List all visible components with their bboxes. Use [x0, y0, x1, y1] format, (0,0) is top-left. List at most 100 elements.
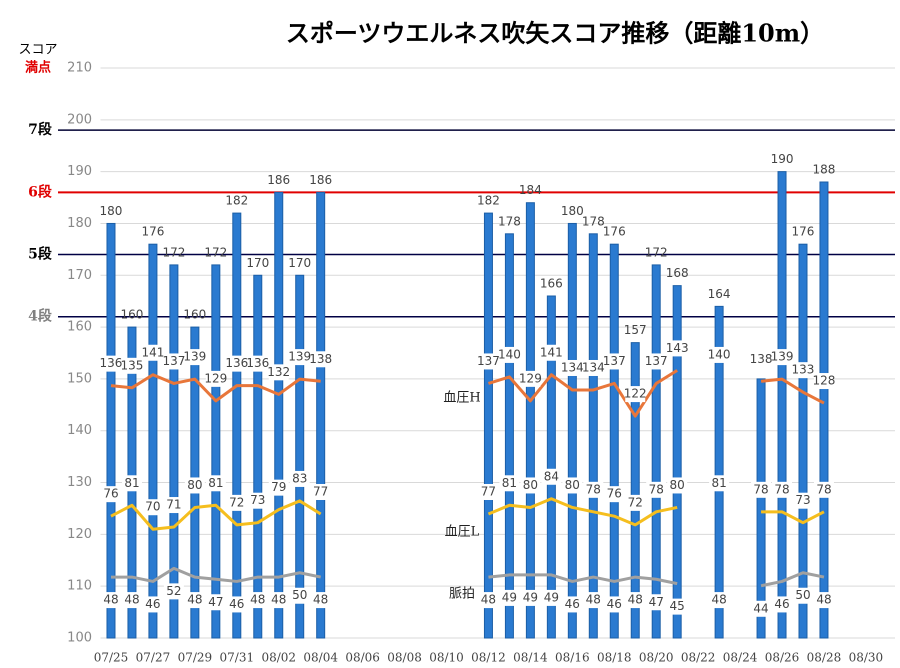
value-label: 160: [121, 308, 144, 322]
x-tick-label: 08/10: [429, 651, 464, 665]
y-tick-label: 140: [67, 423, 92, 438]
value-label: 172: [204, 245, 227, 259]
label-box: [541, 589, 562, 606]
bar: [274, 191, 284, 639]
value-label: 168: [666, 266, 689, 280]
label-box: [562, 477, 583, 494]
value-label: 140: [498, 347, 521, 361]
value-label: 45: [670, 599, 685, 613]
value-label: 129: [204, 371, 227, 385]
y-tick-label: 190: [67, 164, 92, 179]
label-box: [121, 592, 142, 609]
value-label: 84: [544, 469, 559, 483]
x-tick-label: 08/08: [387, 651, 422, 665]
value-label: 180: [561, 204, 584, 218]
label-box: [772, 481, 793, 498]
value-label: 79: [271, 480, 286, 494]
label-box: [583, 592, 604, 609]
x-tick-label: 08/28: [807, 651, 842, 665]
value-label: 78: [649, 482, 664, 496]
label-box: [583, 481, 604, 498]
series-label: 血圧H: [443, 391, 480, 406]
label-box: [583, 359, 604, 376]
bar: [253, 274, 263, 639]
value-label: 134: [561, 360, 584, 374]
value-label: 172: [162, 245, 185, 259]
value-label: 136: [246, 356, 269, 370]
label-box: [163, 583, 184, 600]
label-box: [142, 344, 163, 361]
value-label: 137: [477, 354, 500, 368]
value-label: 182: [225, 194, 248, 208]
bar: [651, 264, 661, 639]
label-box: [310, 351, 331, 368]
series-line: [110, 373, 321, 403]
reference-label: 6段: [28, 183, 52, 200]
value-label: 186: [309, 173, 332, 187]
y-tick-label: 130: [67, 475, 92, 490]
y-tick-label: 110: [67, 579, 92, 594]
x-tick-label: 08/16: [555, 651, 590, 665]
value-label: 186: [267, 173, 290, 187]
value-label: 47: [649, 595, 664, 609]
value-label: 160: [183, 308, 206, 322]
label-box: [247, 355, 268, 372]
series-line: [488, 573, 678, 586]
value-label: 139: [771, 350, 794, 364]
label-box: [792, 587, 813, 604]
value-label: 47: [208, 595, 223, 609]
value-label: 140: [708, 347, 731, 361]
bar: [567, 222, 577, 639]
label-box: [562, 359, 583, 376]
value-label: 49: [502, 590, 517, 604]
value-label: 80: [670, 478, 685, 492]
value-label: 182: [477, 194, 500, 208]
value-label: 76: [103, 487, 118, 501]
label-box: [520, 589, 541, 606]
value-label: 48: [586, 593, 601, 607]
label-box: [205, 370, 226, 387]
x-tick-label: 07/25: [94, 651, 129, 665]
value-label: 170: [288, 256, 311, 270]
label-box: [709, 592, 730, 609]
series-label: 脈拍: [449, 587, 475, 602]
value-label: 48: [187, 593, 202, 607]
label-box: [625, 386, 646, 403]
label-box: [478, 483, 499, 500]
reference-label: 4段: [28, 308, 52, 325]
label-box: [520, 477, 541, 494]
value-label: 166: [540, 277, 563, 291]
bar: [525, 202, 535, 639]
bar: [211, 264, 221, 639]
label-box: [646, 481, 667, 498]
value-label: 48: [271, 593, 286, 607]
label-box: [247, 592, 268, 609]
value-label: 138: [309, 352, 332, 366]
value-label: 170: [246, 256, 269, 270]
value-label: 81: [711, 476, 726, 490]
label-box: [813, 481, 834, 498]
value-label: 190: [771, 152, 794, 166]
value-label: 134: [582, 360, 605, 374]
label-box: [100, 355, 121, 372]
value-label: 52: [166, 584, 181, 598]
label-box: [205, 475, 226, 492]
value-label: 81: [124, 476, 139, 490]
value-label: 77: [313, 484, 328, 498]
label-box: [478, 592, 499, 609]
value-label: 80: [523, 478, 538, 492]
label-box: [163, 497, 184, 514]
value-label: 46: [229, 597, 244, 611]
value-label: 128: [813, 374, 836, 388]
label-box: [751, 351, 772, 368]
value-label: 141: [141, 345, 164, 359]
value-label: 178: [498, 214, 521, 228]
value-label: 139: [183, 350, 206, 364]
label-box: [268, 592, 289, 609]
label-box: [813, 373, 834, 390]
x-tick-label: 08/24: [723, 651, 758, 665]
value-label: 71: [166, 498, 181, 512]
value-label: 76: [607, 487, 622, 501]
value-label: 176: [792, 225, 815, 239]
